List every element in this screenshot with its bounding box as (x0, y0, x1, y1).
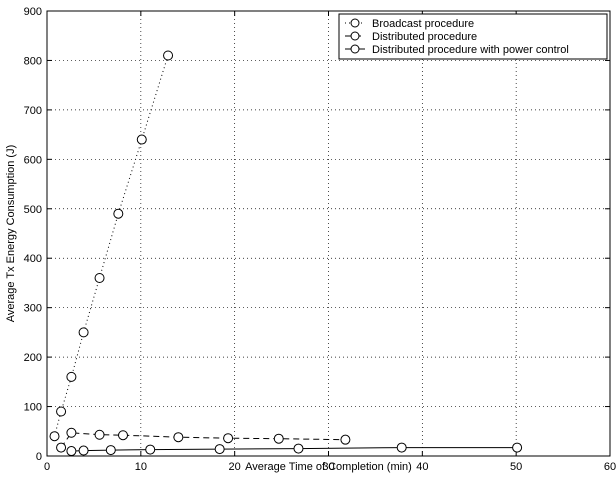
y-tick-label: 600 (24, 154, 42, 166)
x-tick-label: 0 (44, 461, 50, 473)
data-point (56, 406, 67, 417)
axis-ticks: 0 10 20 30 40 50 60010020030040050060070080090… (24, 6, 616, 473)
data-point (78, 445, 89, 456)
data-point (163, 50, 174, 61)
y-tick-label: 300 (24, 303, 42, 315)
y-axis-label: Average Tx Energy Consumption (J) (5, 145, 17, 323)
data-point (113, 208, 124, 219)
legend-item: Distributed procedure with power control (345, 44, 569, 56)
data-point (173, 432, 184, 443)
x-tick-label: 10 (135, 461, 147, 473)
x-tick-label: 40 (416, 461, 428, 473)
data-point (66, 446, 77, 457)
legend-label: Distributed procedure (372, 31, 477, 43)
series-3 (66, 442, 523, 457)
y-tick-label: 400 (24, 253, 42, 265)
data-point (340, 434, 351, 445)
series-group (49, 50, 523, 457)
data-point (66, 427, 77, 438)
y-tick-label: 800 (24, 55, 42, 67)
data-point (223, 433, 234, 444)
series-line (54, 55, 169, 437)
data-point (49, 431, 60, 442)
legend-item: Broadcast procedure (345, 18, 474, 30)
y-tick-label: 900 (24, 6, 42, 18)
data-point (293, 443, 304, 454)
data-point (105, 445, 116, 456)
y-tick-label: 500 (24, 204, 42, 216)
legend-label: Distributed procedure with power control (372, 44, 569, 56)
legend-marker (350, 18, 360, 28)
data-point (94, 429, 105, 440)
y-tick-label: 200 (24, 352, 42, 364)
y-tick-label: 700 (24, 105, 42, 117)
data-point (512, 442, 523, 453)
x-tick-label: 60 (604, 461, 616, 473)
legend-marker (350, 31, 360, 41)
x-tick-label: 50 (510, 461, 522, 473)
series-2 (56, 427, 351, 453)
data-point (78, 327, 89, 338)
legend-box (338, 13, 608, 60)
plot-area (46, 10, 611, 457)
data-point (136, 134, 147, 145)
grid-lines (47, 11, 610, 456)
data-point (214, 444, 225, 455)
legend-marker (350, 44, 360, 54)
data-point (66, 371, 77, 382)
x-axis-label: Average Time of Completion (min) (245, 461, 412, 473)
data-point (273, 433, 284, 444)
legend-item: Distributed procedure (345, 31, 477, 43)
legend-label: Broadcast procedure (372, 18, 474, 30)
y-tick-label: 0 (36, 451, 42, 463)
data-point (145, 444, 156, 455)
series-1 (49, 50, 174, 442)
data-point (396, 442, 407, 453)
y-tick-label: 100 (24, 402, 42, 414)
data-point (94, 273, 105, 283)
data-point (118, 430, 129, 441)
x-tick-label: 20 (229, 461, 241, 473)
data-point (56, 442, 67, 453)
x-tick-label: 30 (322, 461, 334, 473)
